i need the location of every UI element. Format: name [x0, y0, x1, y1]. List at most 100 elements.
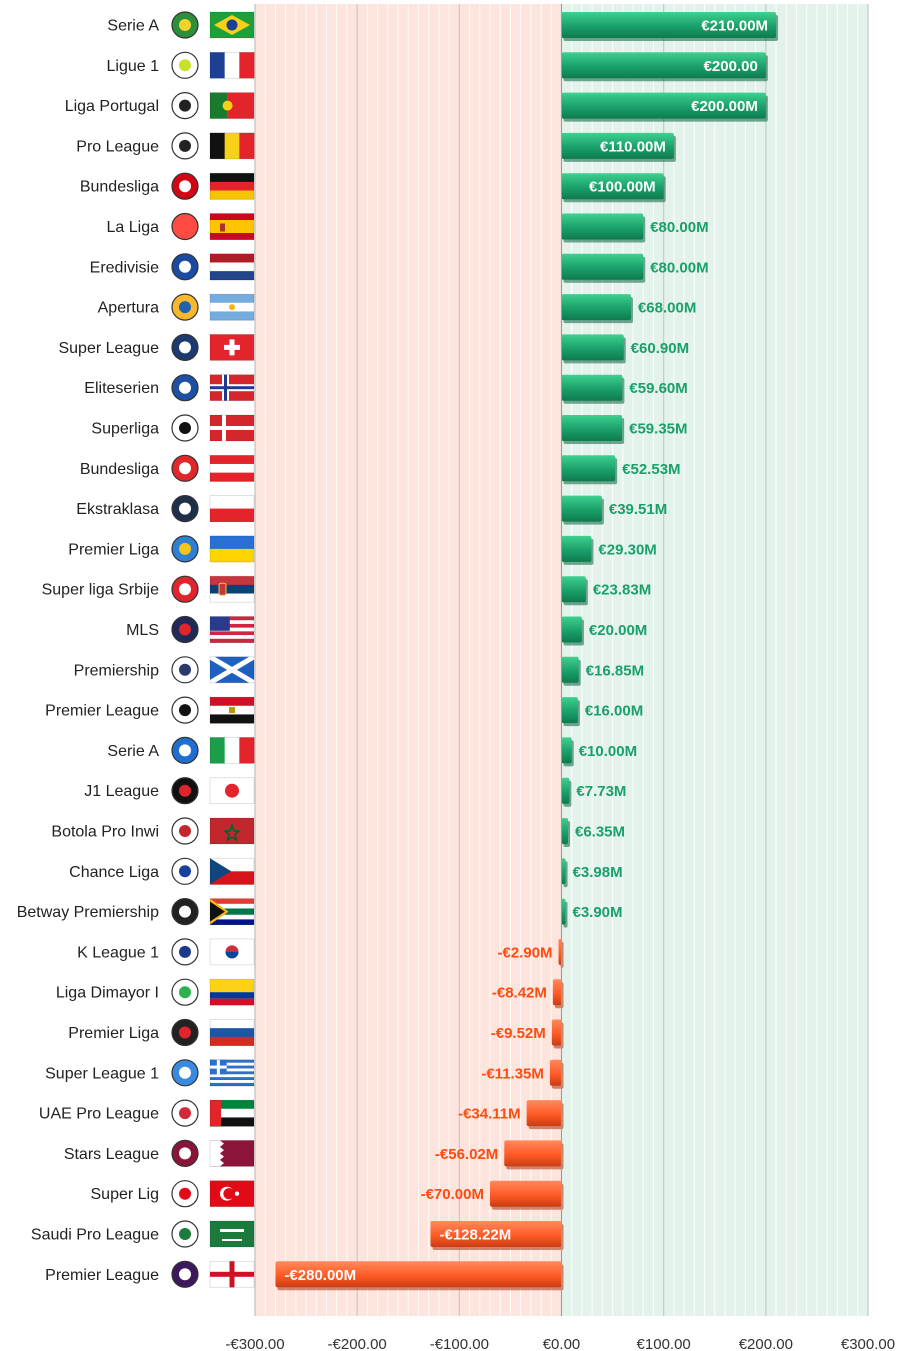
austrian-bundesliga-logo-icon	[171, 454, 199, 482]
super-league-swiss-logo-icon	[171, 333, 199, 361]
league-name: La Liga	[107, 219, 160, 236]
value-label: €3.90M	[572, 904, 622, 921]
league-name: Chance Liga	[69, 864, 159, 881]
league-name: Premier Liga	[68, 541, 159, 558]
league-row: Apertura €68.00M	[98, 293, 696, 324]
value-label: €39.51M	[609, 501, 667, 518]
poland-flag-icon	[209, 495, 255, 523]
league-row: Serie A €10.00M	[107, 736, 637, 767]
value-label: €68.00M	[638, 300, 696, 317]
league-name: Eliteserien	[84, 380, 159, 397]
league-row: Super League €60.90M	[58, 333, 689, 364]
league-name: UAE Pro League	[39, 1106, 159, 1123]
league-name: Super League 1	[45, 1065, 159, 1082]
x-tick-label: €100.00	[637, 1336, 691, 1351]
bar	[561, 898, 568, 928]
x-tick-label: -€200.00	[328, 1336, 387, 1351]
bar	[526, 1100, 564, 1130]
league-name: Ekstraklasa	[76, 501, 159, 518]
league-row: Bundesliga €52.53M	[80, 454, 681, 485]
league-row: UAE Pro League -€34.11M	[39, 1099, 564, 1130]
league-row: Eliteserien €59.60M	[84, 374, 688, 404]
league-name: MLS	[126, 622, 159, 639]
netherlands-flag-icon	[209, 253, 255, 281]
value-label: -€34.11M	[458, 1106, 521, 1123]
value-label: €7.73M	[576, 783, 626, 800]
serie-a-italy-logo-icon	[171, 736, 199, 765]
league-name: Stars League	[64, 1146, 159, 1163]
value-label: €6.35M	[575, 824, 625, 841]
qatar-flag-icon	[209, 1140, 255, 1167]
eliteserien-logo-icon	[171, 374, 199, 402]
league-name: Premier League	[45, 1267, 159, 1284]
league-name: Serie A	[107, 18, 159, 35]
bar	[275, 1261, 564, 1291]
league-row: Premier Liga -€9.52M	[68, 1018, 564, 1049]
league-name: Betway Premiership	[17, 904, 159, 921]
bar	[561, 213, 646, 243]
league-name: Bundesliga	[80, 179, 159, 196]
norway-flag-icon	[209, 374, 255, 402]
bar	[561, 535, 594, 565]
italy-flag-icon	[209, 737, 255, 764]
colombia-flag-icon	[209, 978, 255, 1006]
league-row: Super League 1 -€11.35M	[45, 1059, 564, 1089]
league-row: Superliga €59.35M	[91, 414, 688, 444]
bar	[489, 1180, 564, 1210]
league-row: Premier Liga €29.30M	[68, 535, 657, 565]
league-row: Liga Portugal €200.00M	[65, 91, 768, 122]
value-label: -€70.00M	[421, 1186, 484, 1203]
bar	[561, 818, 570, 847]
league-name: Super Lig	[91, 1186, 160, 1203]
league-name: Pro League	[76, 138, 159, 155]
league-name: Ligue 1	[107, 58, 160, 75]
value-label: €80.00M	[650, 259, 708, 276]
south-korea-flag-icon	[209, 938, 255, 966]
league-name: J1 League	[84, 783, 159, 800]
morocco-flag-icon	[209, 817, 255, 845]
turkey-flag-icon	[209, 1180, 255, 1208]
psl-logo-icon	[171, 897, 199, 926]
league-row: Betway Premiership €3.90M	[17, 897, 623, 928]
value-label: €80.00M	[650, 219, 708, 236]
bar	[561, 132, 676, 162]
mls-logo-icon	[171, 615, 199, 644]
ligue-1-logo-icon	[171, 51, 199, 79]
bar	[561, 737, 574, 767]
bar	[561, 495, 604, 525]
bar	[561, 92, 768, 122]
uae-flag-icon	[209, 1099, 255, 1127]
league-row: Saudi Pro League -€128.22M	[31, 1220, 564, 1250]
value-label: -€8.42M	[492, 985, 547, 1002]
value-label: €100.00M	[589, 179, 656, 196]
league-row: Stars League -€56.02M	[64, 1139, 564, 1170]
lpf-logo-icon	[171, 293, 199, 321]
x-tick-label: €300.00	[841, 1336, 895, 1351]
bar	[561, 294, 633, 324]
value-label: €59.35M	[629, 421, 687, 438]
value-label: €200.00M	[691, 98, 758, 115]
rpl-logo-icon	[171, 1018, 199, 1047]
j1-league-logo-icon	[171, 777, 199, 805]
x-tick-label: -€100.00	[430, 1336, 489, 1351]
league-row: Pro League €110.00M	[76, 132, 676, 162]
super-league-greece-logo-icon	[171, 1059, 199, 1087]
spfl-logo-icon	[171, 656, 199, 684]
league-name: Serie A	[107, 743, 159, 760]
liga-dimayor-logo-icon	[171, 978, 199, 1006]
league-row: Super liga Srbije €23.83M	[42, 575, 651, 606]
switzerland-flag-icon	[209, 333, 255, 361]
brazil-flag-icon	[209, 11, 255, 39]
league-name: Super League	[58, 340, 159, 357]
league-name: Liga Portugal	[65, 98, 159, 115]
bar	[549, 1059, 564, 1089]
league-row: K League 1 -€2.90M	[77, 938, 564, 968]
spain-flag-icon	[209, 213, 255, 240]
x-tick-label: €200.00	[739, 1336, 793, 1351]
value-label: €59.60M	[629, 380, 687, 397]
bar	[430, 1221, 564, 1250]
premier-league-logo-icon	[171, 1260, 199, 1288]
value-label: €16.00M	[585, 703, 643, 720]
value-label: -€128.22M	[440, 1227, 512, 1244]
league-row: Super Lig -€70.00M	[91, 1180, 564, 1210]
